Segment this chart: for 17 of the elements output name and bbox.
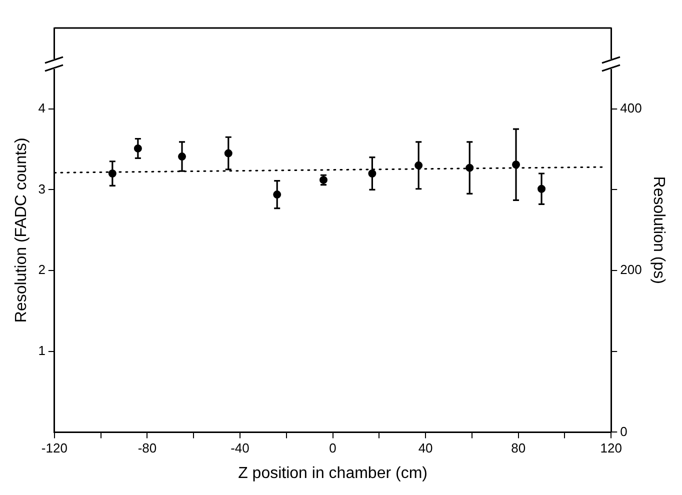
y-tick-label: 2 xyxy=(38,262,46,278)
x-tick-label: -120 xyxy=(41,440,68,456)
x-tick-label: -80 xyxy=(138,440,157,456)
x-tick-label: 0 xyxy=(329,440,336,456)
x-tick-label: 40 xyxy=(418,440,433,456)
x-axis-title: Z position in chamber (cm) xyxy=(238,464,428,482)
y-axis-title: Resolution (FADC counts) xyxy=(13,138,30,323)
y2-axis-title: Resolution (ps) xyxy=(650,176,667,284)
x-tick-label: 80 xyxy=(511,440,526,456)
y-tick-label: 4 xyxy=(38,100,46,116)
y2-tick-label: 0 xyxy=(620,424,628,439)
y-tick-label: 1 xyxy=(38,342,46,358)
y2-tick-label: 200 xyxy=(620,262,642,278)
x-tick-label: -40 xyxy=(230,440,250,456)
y2-tick-label: 400 xyxy=(620,100,642,116)
y-tick-label: 3 xyxy=(38,181,46,196)
x-tick-label: 120 xyxy=(600,440,622,456)
